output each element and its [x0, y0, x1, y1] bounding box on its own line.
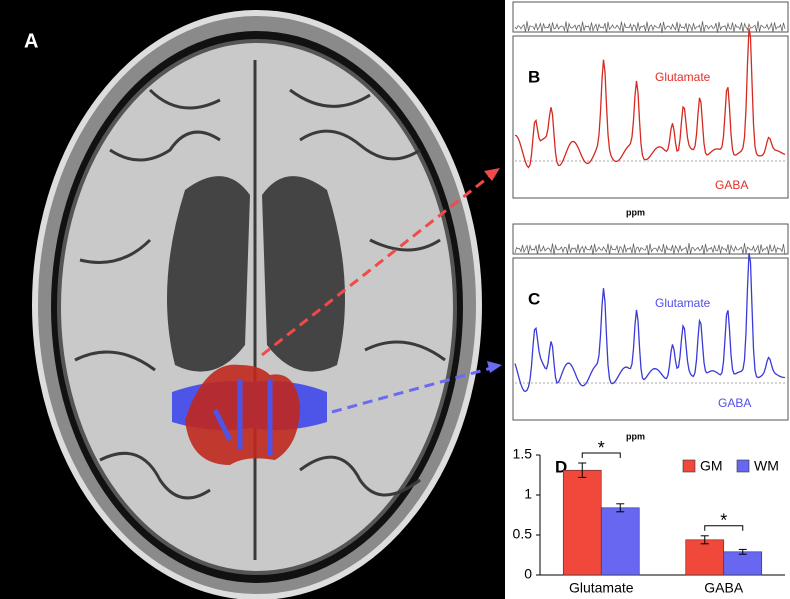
- error-bar: [578, 462, 587, 478]
- arrow-wm: [331, 365, 496, 414]
- legend-label: WM: [754, 458, 779, 474]
- y-tick-label: 1: [524, 486, 532, 502]
- axis-label: ppm: [626, 207, 645, 217]
- peak-label: GABA: [718, 396, 751, 410]
- brain: [57, 39, 457, 575]
- spectrum-fit: [514, 28, 786, 169]
- axis-label: ppm: [626, 431, 645, 441]
- significance-star: *: [598, 438, 605, 458]
- spectrum-box: [512, 257, 789, 421]
- bar: [685, 539, 725, 576]
- y-tick-label: 1.5: [513, 446, 533, 462]
- x-tick-label: Glutamate: [569, 580, 634, 596]
- ventricle-left: [167, 176, 250, 372]
- arrow-gm: [261, 170, 496, 357]
- legend-swatch: [682, 459, 696, 473]
- error-bar: [738, 548, 747, 555]
- y-tick-label: 0.5: [513, 526, 533, 542]
- significance-bracket: [581, 452, 621, 458]
- error-bar: [616, 503, 625, 513]
- peak-label: Glutamate: [655, 296, 711, 310]
- arrow-head-wm: [487, 361, 502, 373]
- residual: [514, 20, 786, 33]
- spectrum-fit: [514, 252, 786, 393]
- peak-label: Glutamate: [655, 70, 711, 84]
- panel-label: B: [528, 67, 540, 86]
- ventricle-right: [262, 176, 345, 372]
- panel-label: A: [24, 30, 38, 52]
- spectrum-box: [512, 35, 789, 199]
- residual: [514, 242, 786, 255]
- spectrum-panel: [512, 1, 789, 199]
- legend-label: GM: [700, 458, 723, 474]
- peak-label: GABA: [715, 178, 748, 192]
- y-tick-label: 0: [524, 566, 532, 582]
- error-bar: [700, 535, 709, 545]
- legend-swatch: [736, 459, 750, 473]
- significance-star: *: [720, 511, 727, 531]
- panel-label: C: [528, 289, 540, 308]
- arrow-head-gm: [484, 168, 500, 181]
- roi-overlap: [212, 380, 273, 455]
- x-tick-label: GABA: [704, 580, 744, 596]
- sulci: [74, 60, 446, 560]
- bar: [600, 507, 640, 576]
- significance-bracket: [704, 525, 744, 531]
- bar: [723, 551, 763, 576]
- bar: [562, 469, 602, 576]
- spectrum-panel: [512, 223, 789, 421]
